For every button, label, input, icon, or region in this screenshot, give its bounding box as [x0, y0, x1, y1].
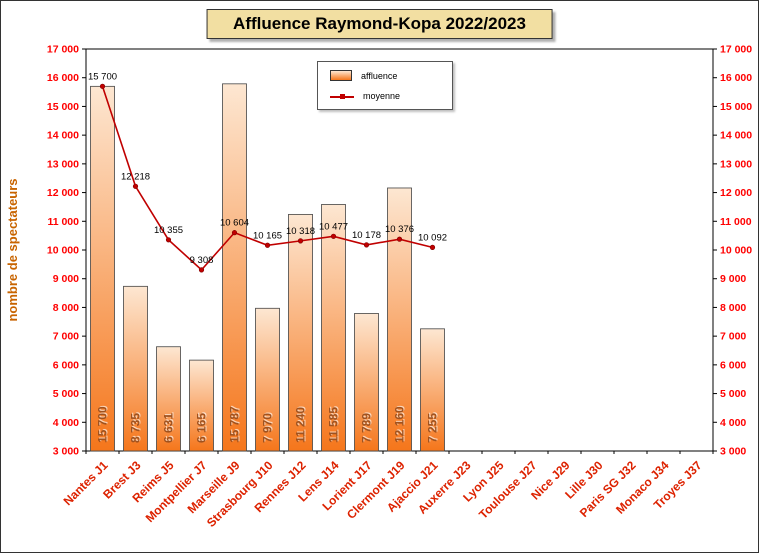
y-tick-label-right: 5 000 — [720, 388, 746, 400]
moyenne-marker — [363, 242, 370, 248]
y-tick-label-right: 7 000 — [720, 331, 746, 343]
y-tick-label-left: 11 000 — [47, 216, 79, 228]
moyenne-value-label: 12 218 — [121, 171, 150, 182]
bar — [420, 328, 445, 452]
moyenne-marker — [396, 236, 403, 242]
bar-swatch-icon — [330, 70, 352, 81]
x-axis-label: Nantes J1 — [61, 458, 111, 508]
y-axis-title: nombre de spectateurs — [5, 178, 20, 321]
moyenne-value-label: 10 355 — [154, 225, 183, 236]
y-tick-label-left: 6 000 — [53, 359, 79, 371]
y-tick-label-right: 13 000 — [720, 158, 752, 170]
moyenne-value-label: 10 477 — [319, 221, 348, 232]
line-swatch-icon — [330, 92, 354, 101]
bar-value-label: 15 787 — [228, 406, 242, 443]
bar — [189, 359, 214, 452]
y-tick-label-right: 11 000 — [720, 216, 752, 228]
moyenne-marker — [198, 267, 205, 273]
y-tick-label-left: 13 000 — [47, 158, 79, 170]
y-tick-label-left: 12 000 — [47, 187, 79, 199]
bar — [387, 187, 412, 452]
legend-item-moyenne: moyenne — [330, 91, 440, 101]
bar-value-label: 11 585 — [327, 407, 341, 443]
moyenne-value-label: 15 700 — [88, 71, 117, 82]
bar — [255, 307, 280, 452]
moyenne-marker — [297, 238, 304, 244]
bar — [123, 285, 148, 452]
moyenne-marker — [231, 230, 238, 236]
y-tick-label-right: 16 000 — [720, 72, 752, 84]
legend-label-moyenne: moyenne — [363, 91, 401, 101]
y-tick-label-right: 17 000 — [720, 44, 752, 56]
legend: affluence moyenne — [317, 61, 453, 110]
bar — [222, 83, 247, 452]
y-tick-label-left: 4 000 — [53, 417, 79, 429]
moyenne-value-label: 10 165 — [253, 230, 282, 241]
bar-value-label: 7 789 — [360, 413, 374, 443]
bar — [288, 213, 313, 452]
bar — [156, 346, 181, 452]
y-tick-label-left: 14 000 — [47, 130, 79, 142]
y-tick-label-right: 12 000 — [720, 187, 752, 199]
bar-value-label: 12 160 — [393, 406, 407, 443]
moyenne-value-label: 10 092 — [418, 232, 447, 243]
y-tick-label-left: 10 000 — [47, 245, 79, 257]
y-tick-label-left: 15 000 — [47, 101, 79, 113]
y-tick-label-right: 6 000 — [720, 359, 746, 371]
moyenne-marker — [264, 242, 271, 248]
bar — [354, 313, 379, 452]
moyenne-value-label: 10 318 — [286, 226, 315, 237]
chart-title: Affluence Raymond-Kopa 2022/2023 — [206, 9, 553, 39]
bar-value-label: 15 700 — [96, 406, 110, 443]
moyenne-marker — [165, 237, 172, 243]
y-tick-label-right: 10 000 — [720, 245, 752, 257]
y-tick-label-left: 5 000 — [53, 388, 79, 400]
bar-value-label: 8 735 — [129, 413, 143, 443]
y-tick-label-left: 9 000 — [53, 273, 79, 285]
bar — [90, 85, 115, 452]
y-tick-label-left: 8 000 — [53, 302, 79, 314]
bar-value-label: 7 255 — [426, 413, 440, 443]
y-tick-label-left: 17 000 — [47, 44, 79, 56]
moyenne-marker — [99, 83, 106, 89]
moyenne-value-label: 10 376 — [385, 224, 414, 235]
legend-item-affluence: affluence — [330, 70, 440, 81]
y-tick-label-right: 14 000 — [720, 130, 752, 142]
y-tick-label-right: 3 000 — [720, 446, 746, 458]
bar — [321, 204, 346, 452]
bar-value-label: 6 165 — [195, 413, 209, 443]
moyenne-value-label: 10 178 — [352, 230, 381, 241]
y-tick-label-left: 16 000 — [47, 72, 79, 84]
bar-value-label: 11 240 — [294, 407, 308, 443]
bar-value-label: 6 631 — [162, 413, 176, 443]
legend-label-affluence: affluence — [361, 70, 398, 81]
bar-value-label: 7 970 — [261, 413, 275, 443]
y-tick-label-left: 7 000 — [53, 331, 79, 343]
y-tick-label-right: 8 000 — [720, 302, 746, 314]
y-tick-label-left: 3 000 — [53, 446, 79, 458]
y-tick-label-right: 4 000 — [720, 417, 746, 429]
moyenne-marker — [330, 233, 337, 239]
y-tick-label-right: 9 000 — [720, 273, 746, 285]
moyenne-marker — [132, 183, 139, 189]
y-tick-label-right: 15 000 — [720, 101, 752, 113]
moyenne-value-label: 10 604 — [220, 218, 249, 229]
moyenne-value-label: 9 308 — [190, 255, 214, 266]
moyenne-marker — [429, 244, 436, 250]
